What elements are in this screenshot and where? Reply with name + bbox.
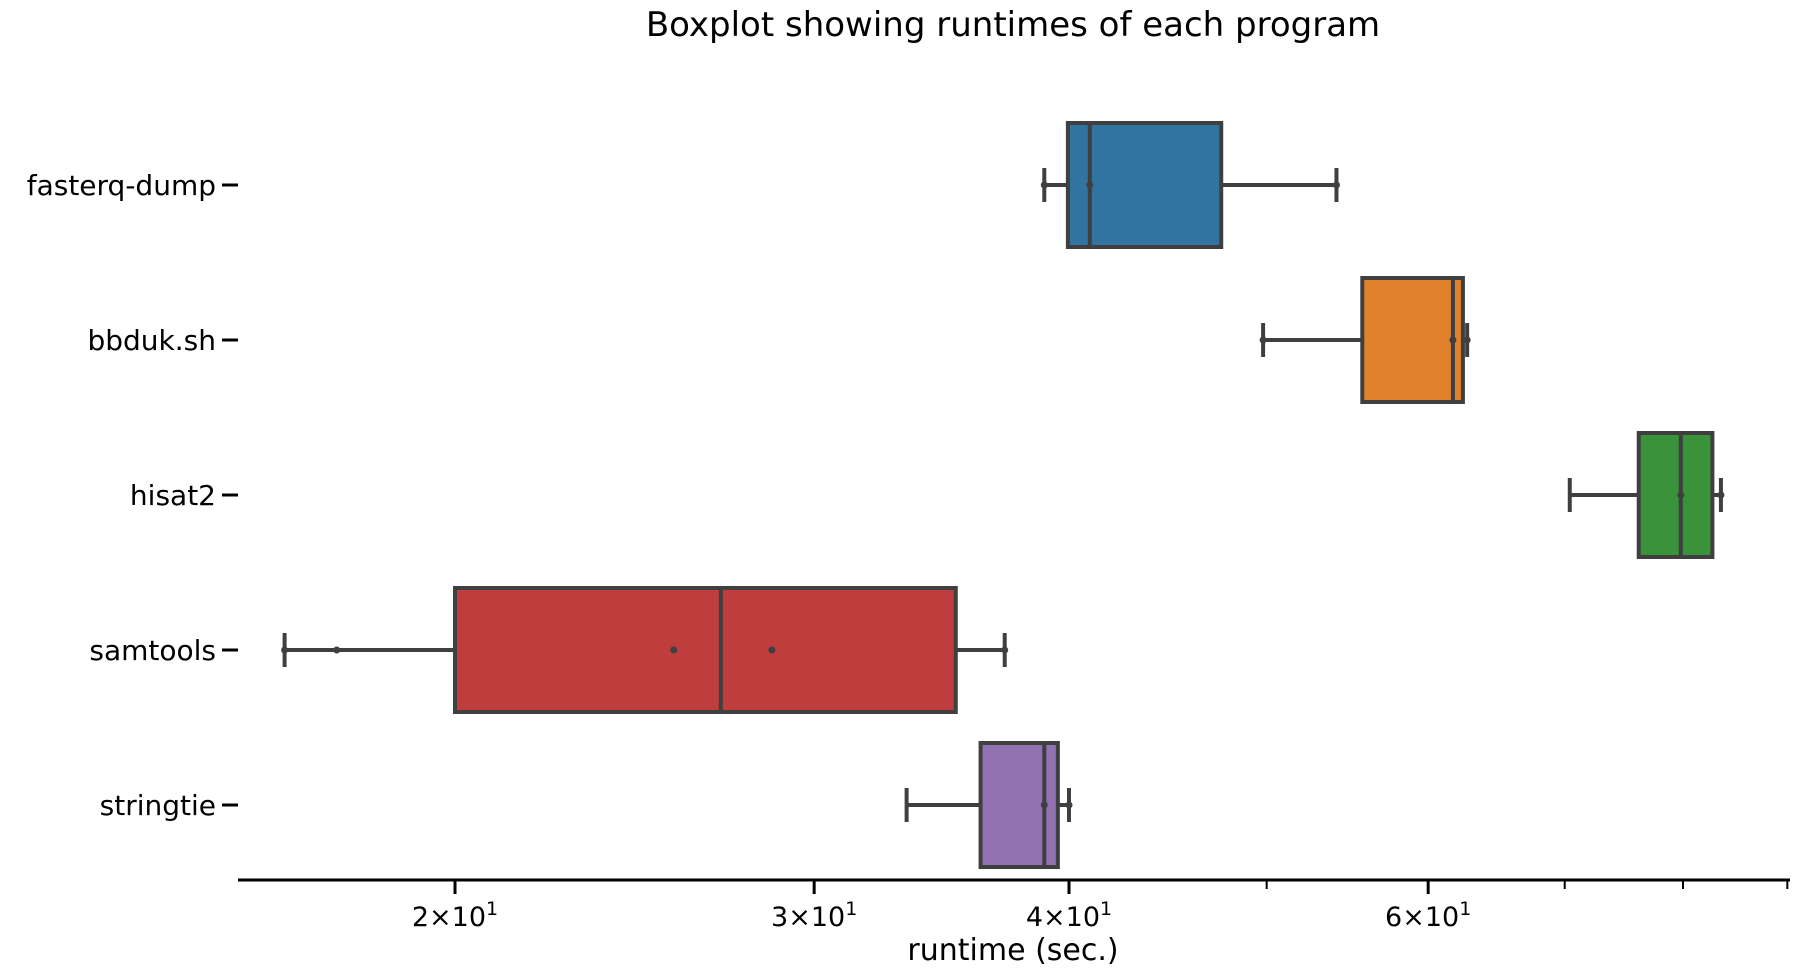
box-bbduk.sh [1259, 276, 1471, 404]
data-point [768, 646, 776, 654]
box-stringtie [904, 741, 1073, 869]
box-fasterq-dump [1040, 121, 1340, 249]
x-axis-label: runtime (sec.) [907, 933, 1118, 968]
category-label: fasterq-dump [27, 169, 216, 202]
box-hisat2 [1567, 431, 1725, 559]
iqr-box [453, 586, 958, 714]
x-tick-label: 3×101 [771, 898, 857, 933]
data-point [281, 646, 289, 654]
x-tick-label: 2×101 [412, 898, 498, 933]
chart-title: Boxplot showing runtimes of each program [646, 5, 1380, 45]
data-point [1065, 801, 1073, 809]
data-point [1040, 181, 1048, 189]
iqr-box [1065, 121, 1224, 249]
data-point [333, 646, 341, 654]
category-label: hisat2 [130, 479, 216, 512]
data-point [1040, 801, 1048, 809]
iqr-box [1636, 431, 1715, 559]
data-point [1463, 336, 1471, 344]
data-point [1449, 336, 1457, 344]
data-point [1086, 181, 1094, 189]
x-axis: 2×101 3×101 4×101 6×101 [238, 878, 1790, 933]
data-point [1259, 336, 1267, 344]
iqr-box [1360, 276, 1465, 404]
data-point [1677, 491, 1685, 499]
data-point [670, 646, 678, 654]
data-point [1332, 181, 1340, 189]
category-label: stringtie [100, 789, 216, 822]
category-label: samtools [89, 634, 216, 667]
boxes-group [281, 121, 1725, 869]
y-axis: fasterq-dump bbduk.sh hisat2 samtools string… [27, 169, 238, 822]
box-samtools [281, 586, 1009, 714]
data-point [1717, 491, 1725, 499]
x-tick-label: 6×101 [1385, 898, 1471, 933]
category-label: bbduk.sh [87, 324, 216, 357]
data-point [1001, 646, 1009, 654]
x-tick-label: 4×101 [1026, 898, 1112, 933]
